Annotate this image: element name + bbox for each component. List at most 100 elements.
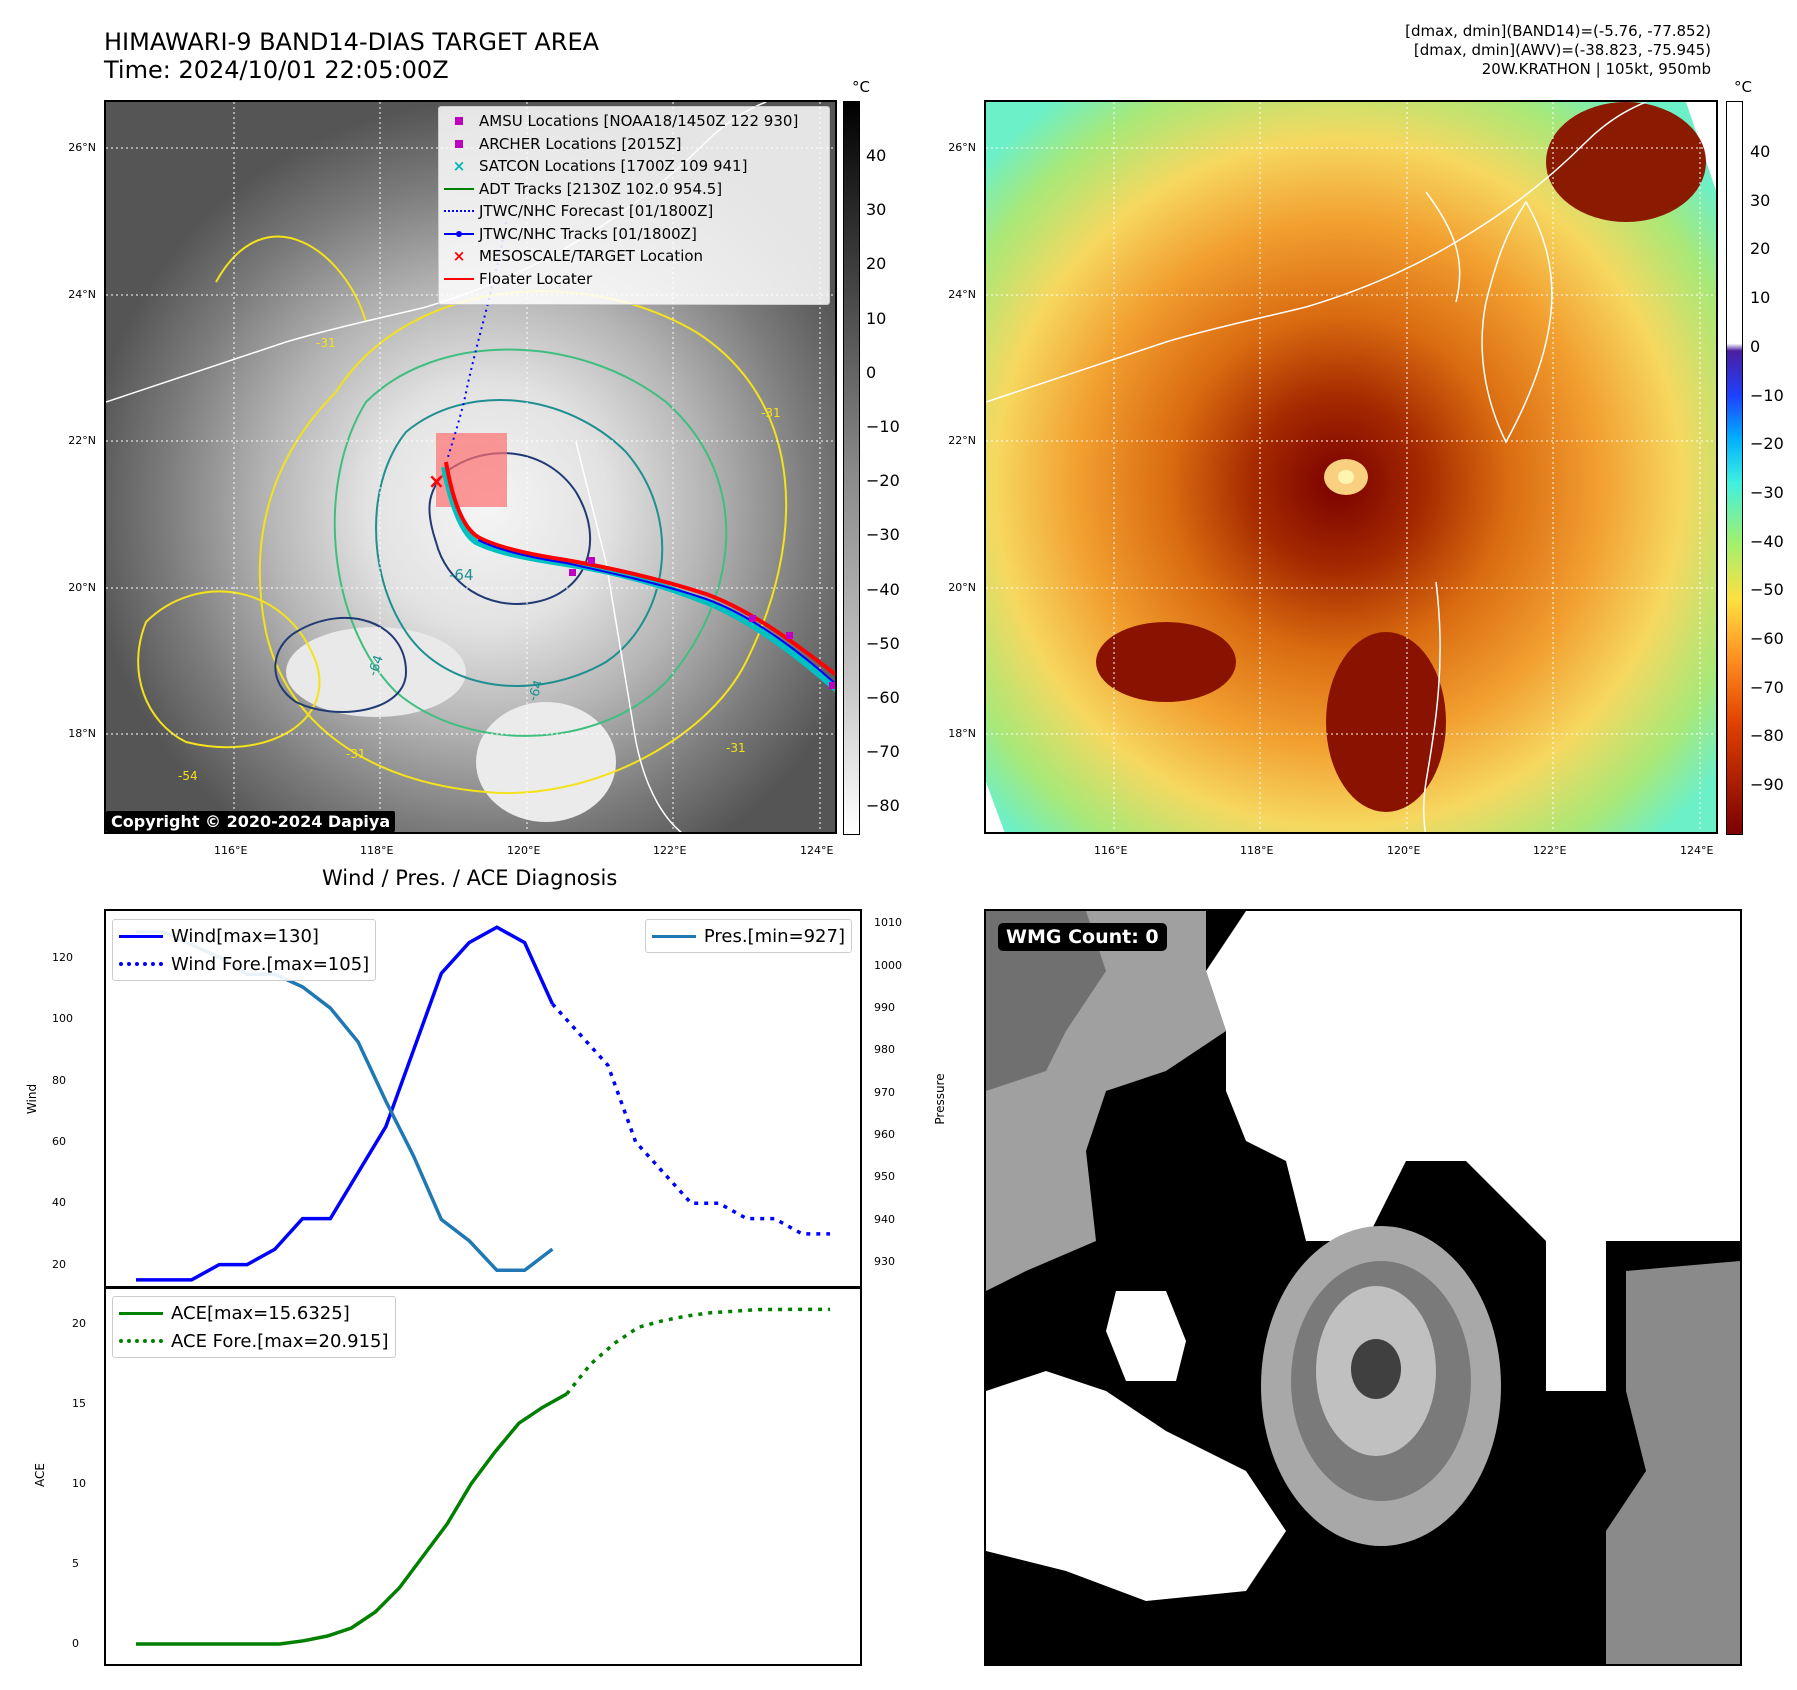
amsu-marker: [569, 569, 576, 576]
colorbar-left-unit: °C: [852, 78, 870, 96]
lat-tick-right: 18°N: [948, 727, 976, 740]
contour-navy-w: [274, 617, 408, 713]
colorbar-right-tick: 20: [1750, 239, 1771, 259]
map-legend: AMSU Locations [NOAA18/1450Z 122 930] AR…: [438, 106, 830, 305]
colorbar-left-tick: 10: [866, 308, 887, 328]
wind-tick: 100: [52, 1012, 73, 1026]
pressure-tick: 1010: [874, 916, 902, 930]
awv-dry-band-south: [1326, 632, 1446, 812]
colorbar-right-tick: −70: [1750, 677, 1784, 697]
contour-label: -64: [366, 653, 387, 678]
contour-label: -31: [761, 406, 781, 420]
lon-tick-right: 122°E: [1533, 844, 1567, 857]
colorbar-right-tick: −50: [1750, 580, 1784, 600]
lat-tick-right: 22°N: [948, 434, 976, 447]
contour-label: -64: [449, 566, 474, 584]
ace-tick: 20: [72, 1317, 86, 1330]
colorbar-right-tick: −80: [1750, 726, 1784, 746]
lat-tick: 18°N: [68, 727, 96, 740]
colorbar-right-tick: 30: [1750, 190, 1771, 210]
wmg-eye-center: [1351, 1339, 1401, 1399]
pres-legend-row: Pres.[min=927]: [651, 922, 845, 950]
wind-line: [136, 925, 554, 1282]
amsu-marker: [588, 557, 595, 564]
legend-row-satcon: × SATCON Locations [1700Z 109 941]: [452, 157, 748, 176]
colorbar-right-tick: 40: [1750, 142, 1771, 161]
ace-tick: 5: [72, 1557, 79, 1570]
contour-yellow-w: [137, 590, 321, 749]
awv-coastline-luzon: [1423, 581, 1441, 832]
archer-marker: [829, 682, 835, 689]
colorbar-right-tick: −30: [1750, 482, 1784, 502]
pressure-tick: 950: [874, 1170, 895, 1184]
lon-tick-right: 118°E: [1240, 844, 1274, 857]
ace-tick: 0: [72, 1637, 79, 1650]
contour-navy: [428, 452, 592, 605]
contour-label: -31: [316, 336, 336, 350]
colorbar-left-tick: 20: [866, 254, 887, 274]
ace-fore-legend-row: ACE Fore.[max=20.915]: [119, 1327, 389, 1355]
wind-fore-legend-row: Wind Fore.[max=105]: [119, 950, 369, 978]
pressure-line: [136, 930, 554, 1273]
ace-panel: ACE[max=15.6325] ACE Fore.[max=20.915]: [104, 1286, 862, 1666]
ace-line: [136, 1392, 568, 1646]
legend-row-floater: Floater Locater: [439, 268, 829, 291]
wmg-svg: [986, 911, 1740, 1664]
info-line2: [dmax, dmin](AWV)=(-38.823, -75.945): [1413, 41, 1711, 59]
ace-svg: [136, 1307, 830, 1646]
colorbar-left-tick: 30: [866, 200, 887, 220]
info-line3: 20W.KRATHON | 105kt, 950mb: [1481, 60, 1711, 78]
colorbar-right-unit: °C: [1734, 78, 1752, 96]
wind-pres-panel: Wind[max=130] Wind Fore.[max=105] Pres.[…: [104, 909, 862, 1289]
awv-coastline-east: [1425, 191, 1461, 303]
wind-ylabel: Wind: [25, 1083, 39, 1115]
ace-legend-row: ACE[max=15.6325]: [119, 1299, 389, 1327]
lat-tick-right: 20°N: [948, 581, 976, 594]
pressure-tick: 990: [874, 1001, 895, 1015]
awv-coastline-china: [986, 102, 1647, 403]
colorbar-left-tick: −40: [866, 579, 900, 599]
ir-map-panel: -64 -64 -64 -31 -31 -31 -54 -31 × Copyri…: [104, 100, 837, 834]
legend-row-target: × MESOSCALE/TARGET Location: [452, 247, 704, 266]
awv-ne-band: [1546, 102, 1706, 222]
wmg-white-region-sw: [986, 1371, 1286, 1601]
colorbar-left-tick: −30: [866, 525, 900, 545]
wmg-gray-region-se: [1606, 1261, 1740, 1664]
colorbar-right-tick: −20: [1750, 434, 1784, 454]
contour-green: [333, 348, 728, 737]
copyright-label: Copyright © 2020-2024 Dapiya: [106, 811, 396, 832]
ace-legend: ACE[max=15.6325] ACE Fore.[max=20.915]: [112, 1296, 396, 1358]
lon-tick-right: 116°E: [1094, 844, 1128, 857]
colorbar-right-tick: −40: [1750, 531, 1784, 551]
lon-tick-right: 120°E: [1387, 844, 1421, 857]
lat-tick-right: 24°N: [948, 288, 976, 301]
colorbar-left: [843, 101, 860, 835]
info-line1: [dmax, dmin](BAND14)=(-5.76, -77.852): [1405, 22, 1711, 40]
contour-label: -64: [526, 678, 547, 703]
colorbar-left-tick: −80: [866, 796, 900, 816]
legend-row-adt: ADT Tracks [2130Z 102.0 954.5]: [439, 178, 829, 201]
lon-tick-right: 124°E: [1680, 844, 1714, 857]
lat-tick: 20°N: [68, 581, 96, 594]
lat-tick: 24°N: [68, 288, 96, 301]
contour-teal: [375, 399, 664, 687]
pressure-tick: 980: [874, 1043, 895, 1057]
lon-tick: 116°E: [214, 844, 248, 857]
wind-legend-row: Wind[max=130]: [119, 922, 369, 950]
colorbar-right-tick: 10: [1750, 288, 1771, 308]
ace-forecast-line: [565, 1307, 830, 1396]
wmg-darkgray-nw: [986, 911, 1106, 1091]
wind-tick: 120: [52, 950, 73, 964]
awv-gridlines: [986, 102, 1716, 832]
legend-row-archer: ARCHER Locations [2015Z]: [439, 133, 829, 156]
lon-tick: 122°E: [653, 844, 687, 857]
legend-row-jtwc-forecast: JTWC/NHC Forecast [01/1800Z]: [439, 200, 829, 223]
colorbar-right-tick: −60: [1750, 629, 1784, 648]
wind-tick: 60: [52, 1134, 66, 1148]
contour-label: -31: [726, 741, 746, 755]
colorbar-right: [1726, 101, 1743, 835]
wmg-white-patch: [1106, 1291, 1186, 1381]
colorbar-right-tick: −90: [1750, 775, 1784, 795]
target-x-icon: ×: [428, 469, 445, 493]
pressure-tick: 970: [874, 1085, 895, 1099]
